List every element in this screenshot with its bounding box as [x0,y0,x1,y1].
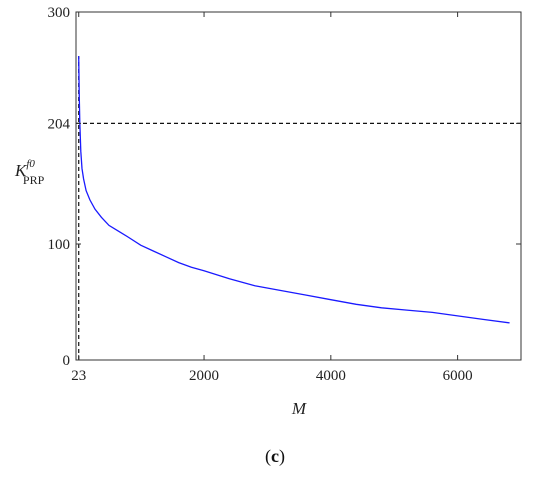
chart: 23 2000 4000 6000 0 100 204 300 M Kf0 PRP [14,5,522,418]
y-axis-label-main: K [14,161,28,180]
x-tick-label: 23 [71,368,86,384]
y-axis-label: Kf0 PRP [14,158,45,187]
y-tick-label: 100 [48,237,71,253]
series-line [78,56,510,324]
y-axis-label-subscript: PRP [23,173,45,187]
y-axis-label-superscript: f0 [26,158,35,170]
reference-lines [76,56,521,360]
x-tick-label: 4000 [316,368,346,384]
plot-area [75,11,522,361]
y-axis-ticks: 0 100 204 300 [48,5,521,369]
x-axis-ticks: 23 2000 4000 6000 [71,12,473,384]
series-layer [78,56,510,324]
y-tick-label: 300 [48,5,71,21]
plot-frame [75,11,522,361]
y-tick-label: 0 [63,353,71,369]
x-tick-label: 2000 [189,368,219,384]
x-tick-label: 6000 [443,368,473,384]
panel-label: (c) [0,446,550,467]
x-axis-label: M [291,399,307,418]
panel-label-letter: c [271,446,279,466]
panel-label-close: ) [279,446,285,466]
y-tick-label: 204 [48,116,71,132]
panel-label-open: ( [265,446,271,466]
